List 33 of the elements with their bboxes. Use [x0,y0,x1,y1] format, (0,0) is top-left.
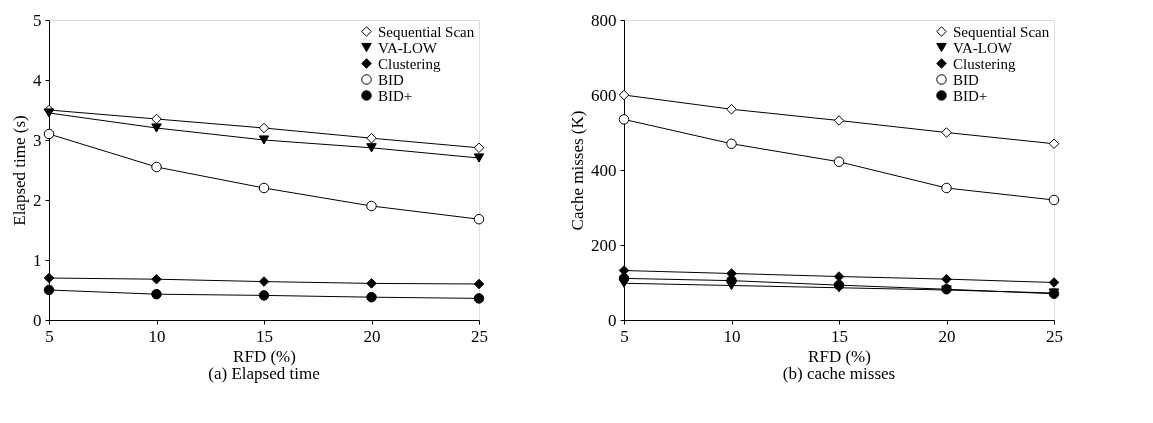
legend-label: BID+ [953,87,988,104]
x-tick-label: 20 [363,326,381,346]
legend-label: Sequential Scan [378,23,475,40]
legend-label: Clustering [953,55,1016,72]
x-axis-title: RFD (%) [808,346,871,366]
y-tick-label: 200 [591,235,617,255]
y-tick-label: 3 [33,130,42,150]
legend-label: VA-LOW [953,39,1013,56]
x-tick-label: 20 [938,326,956,346]
y-tick-label: 5 [33,10,42,30]
legend-label: Sequential Scan [953,23,1050,40]
y-tick-label: 1 [33,250,42,270]
x-axis-title: RFD (%) [233,346,296,366]
legend-label: BID+ [378,87,413,104]
legend-label: BID [378,71,404,88]
legend-label: Clustering [378,55,441,72]
x-tick-label: 25 [471,326,488,346]
y-tick-label: 400 [591,160,617,180]
x-tick-label: 25 [1046,326,1063,346]
y-tick-label: 4 [33,70,42,90]
y-tick-label: 800 [591,10,617,30]
x-tick-label: 15 [256,326,273,346]
x-tick-label: 10 [723,326,741,346]
y-axis-title: Elapsed time (s) [10,115,29,226]
x-tick-label: 10 [148,326,166,346]
x-tick-label: 15 [831,326,848,346]
y-tick-label: 0 [608,310,617,330]
y-tick-label: 600 [591,85,617,105]
y-axis-title: Cache misses (K) [568,110,587,231]
y-tick-label: 2 [33,190,42,210]
y-tick-label: 0 [33,310,42,330]
legend-label: BID [953,71,979,88]
legend-label: VA-LOW [378,39,438,56]
